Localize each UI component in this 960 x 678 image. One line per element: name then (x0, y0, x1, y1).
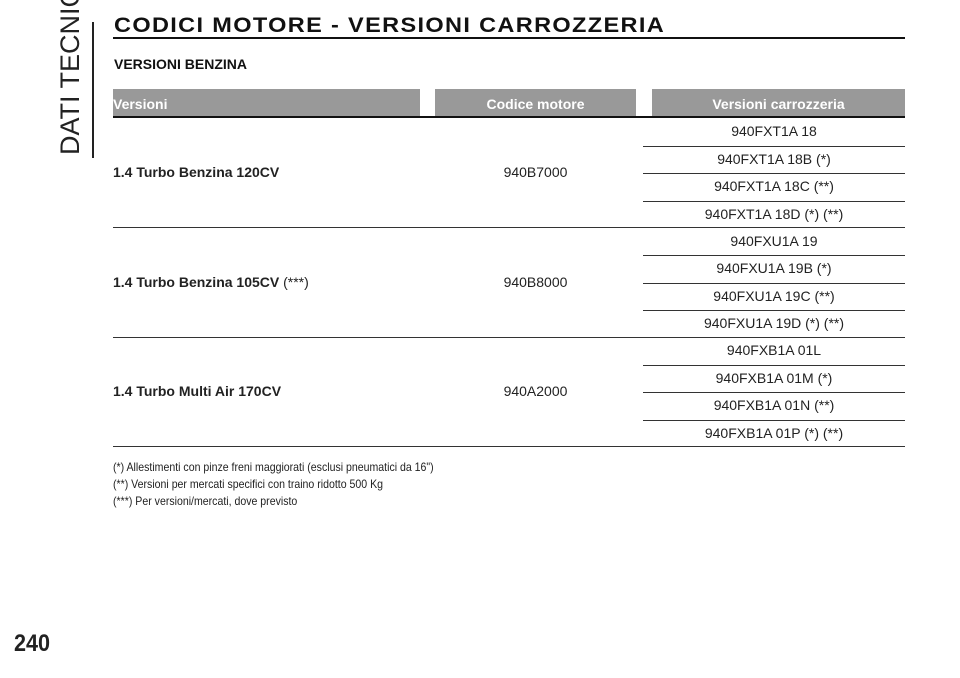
body-version: 940FXB1A 01P (*) (**) (704, 424, 844, 441)
version-name-text: 1.4 Turbo Multi Air 170CV (113, 383, 282, 399)
page-title: CODICI MOTORE - VERSIONI CARROZZERIA (114, 14, 666, 37)
body-version: 940FXU1A 19D (*) (**) (703, 315, 845, 331)
body-version: 940FXU1A 19C (**) (643, 283, 905, 311)
table-row: 1.4 Turbo Multi Air 170CV 940A2000 940FXB… (113, 337, 905, 447)
row-divider (113, 227, 905, 228)
section-divider (92, 22, 94, 158)
body-version: 940FXU1A 19 (643, 228, 905, 256)
page-number: 240 (14, 630, 51, 657)
version-name-text: 1.4 Turbo Benzina 120CV (113, 164, 280, 180)
body-version: 940FXB1A 01M (*) (643, 365, 905, 393)
version-name: 1.4 Turbo Benzina 105CV (***) (113, 274, 309, 290)
version-name: 1.4 Turbo Benzina 120CV (113, 164, 279, 180)
engine-code: 940B7000 (503, 164, 568, 180)
body-version: 940FXT1A 18C (**) (643, 173, 905, 202)
title-underline (113, 37, 905, 39)
subtitle: VERSIONI BENZINA (114, 56, 248, 72)
version-name: 1.4 Turbo Multi Air 170CV (113, 383, 281, 399)
body-version: 940FXT1A 18 (643, 118, 905, 147)
table-row: 1.4 Turbo Benzina 105CV (***) 940B8000 940… (113, 228, 905, 338)
header-codice-motore: Codice motore (435, 89, 636, 117)
body-version: 940FXB1A 01L (643, 337, 905, 366)
footnote: (*) Allestimenti con pinze freni maggior… (113, 460, 434, 474)
table-row: 1.4 Turbo Benzina 120CV 940B7000 940FXT1A… (113, 118, 905, 228)
row-divider (113, 336, 905, 338)
header-versioni: Versioni (113, 89, 420, 117)
body-version: 940FXU1A 19B (*) (643, 255, 905, 284)
header-versioni-carrozzeria: Versioni carrozzeria (652, 89, 905, 117)
engine-code: 940A2000 (503, 383, 568, 399)
footnote: (***) Per versioni/mercati, dove previst… (113, 494, 298, 508)
footnote: (**) Versioni per mercati specifici con … (113, 477, 383, 491)
body-version: 940FXT1A 18B (*) (643, 146, 905, 174)
engine-code: 940B8000 (503, 273, 568, 290)
version-note: (***) (283, 273, 309, 290)
header-rule (113, 116, 905, 118)
section-label: DATI TECNICI (55, 0, 85, 155)
body-version: 940FXT1A 18D (*) (**) (704, 205, 844, 222)
body-version: 940FXB1A 01N (**) (643, 392, 905, 421)
version-name-text: 1.4 Turbo Benzina 105CV (113, 273, 280, 290)
row-divider (113, 446, 905, 447)
